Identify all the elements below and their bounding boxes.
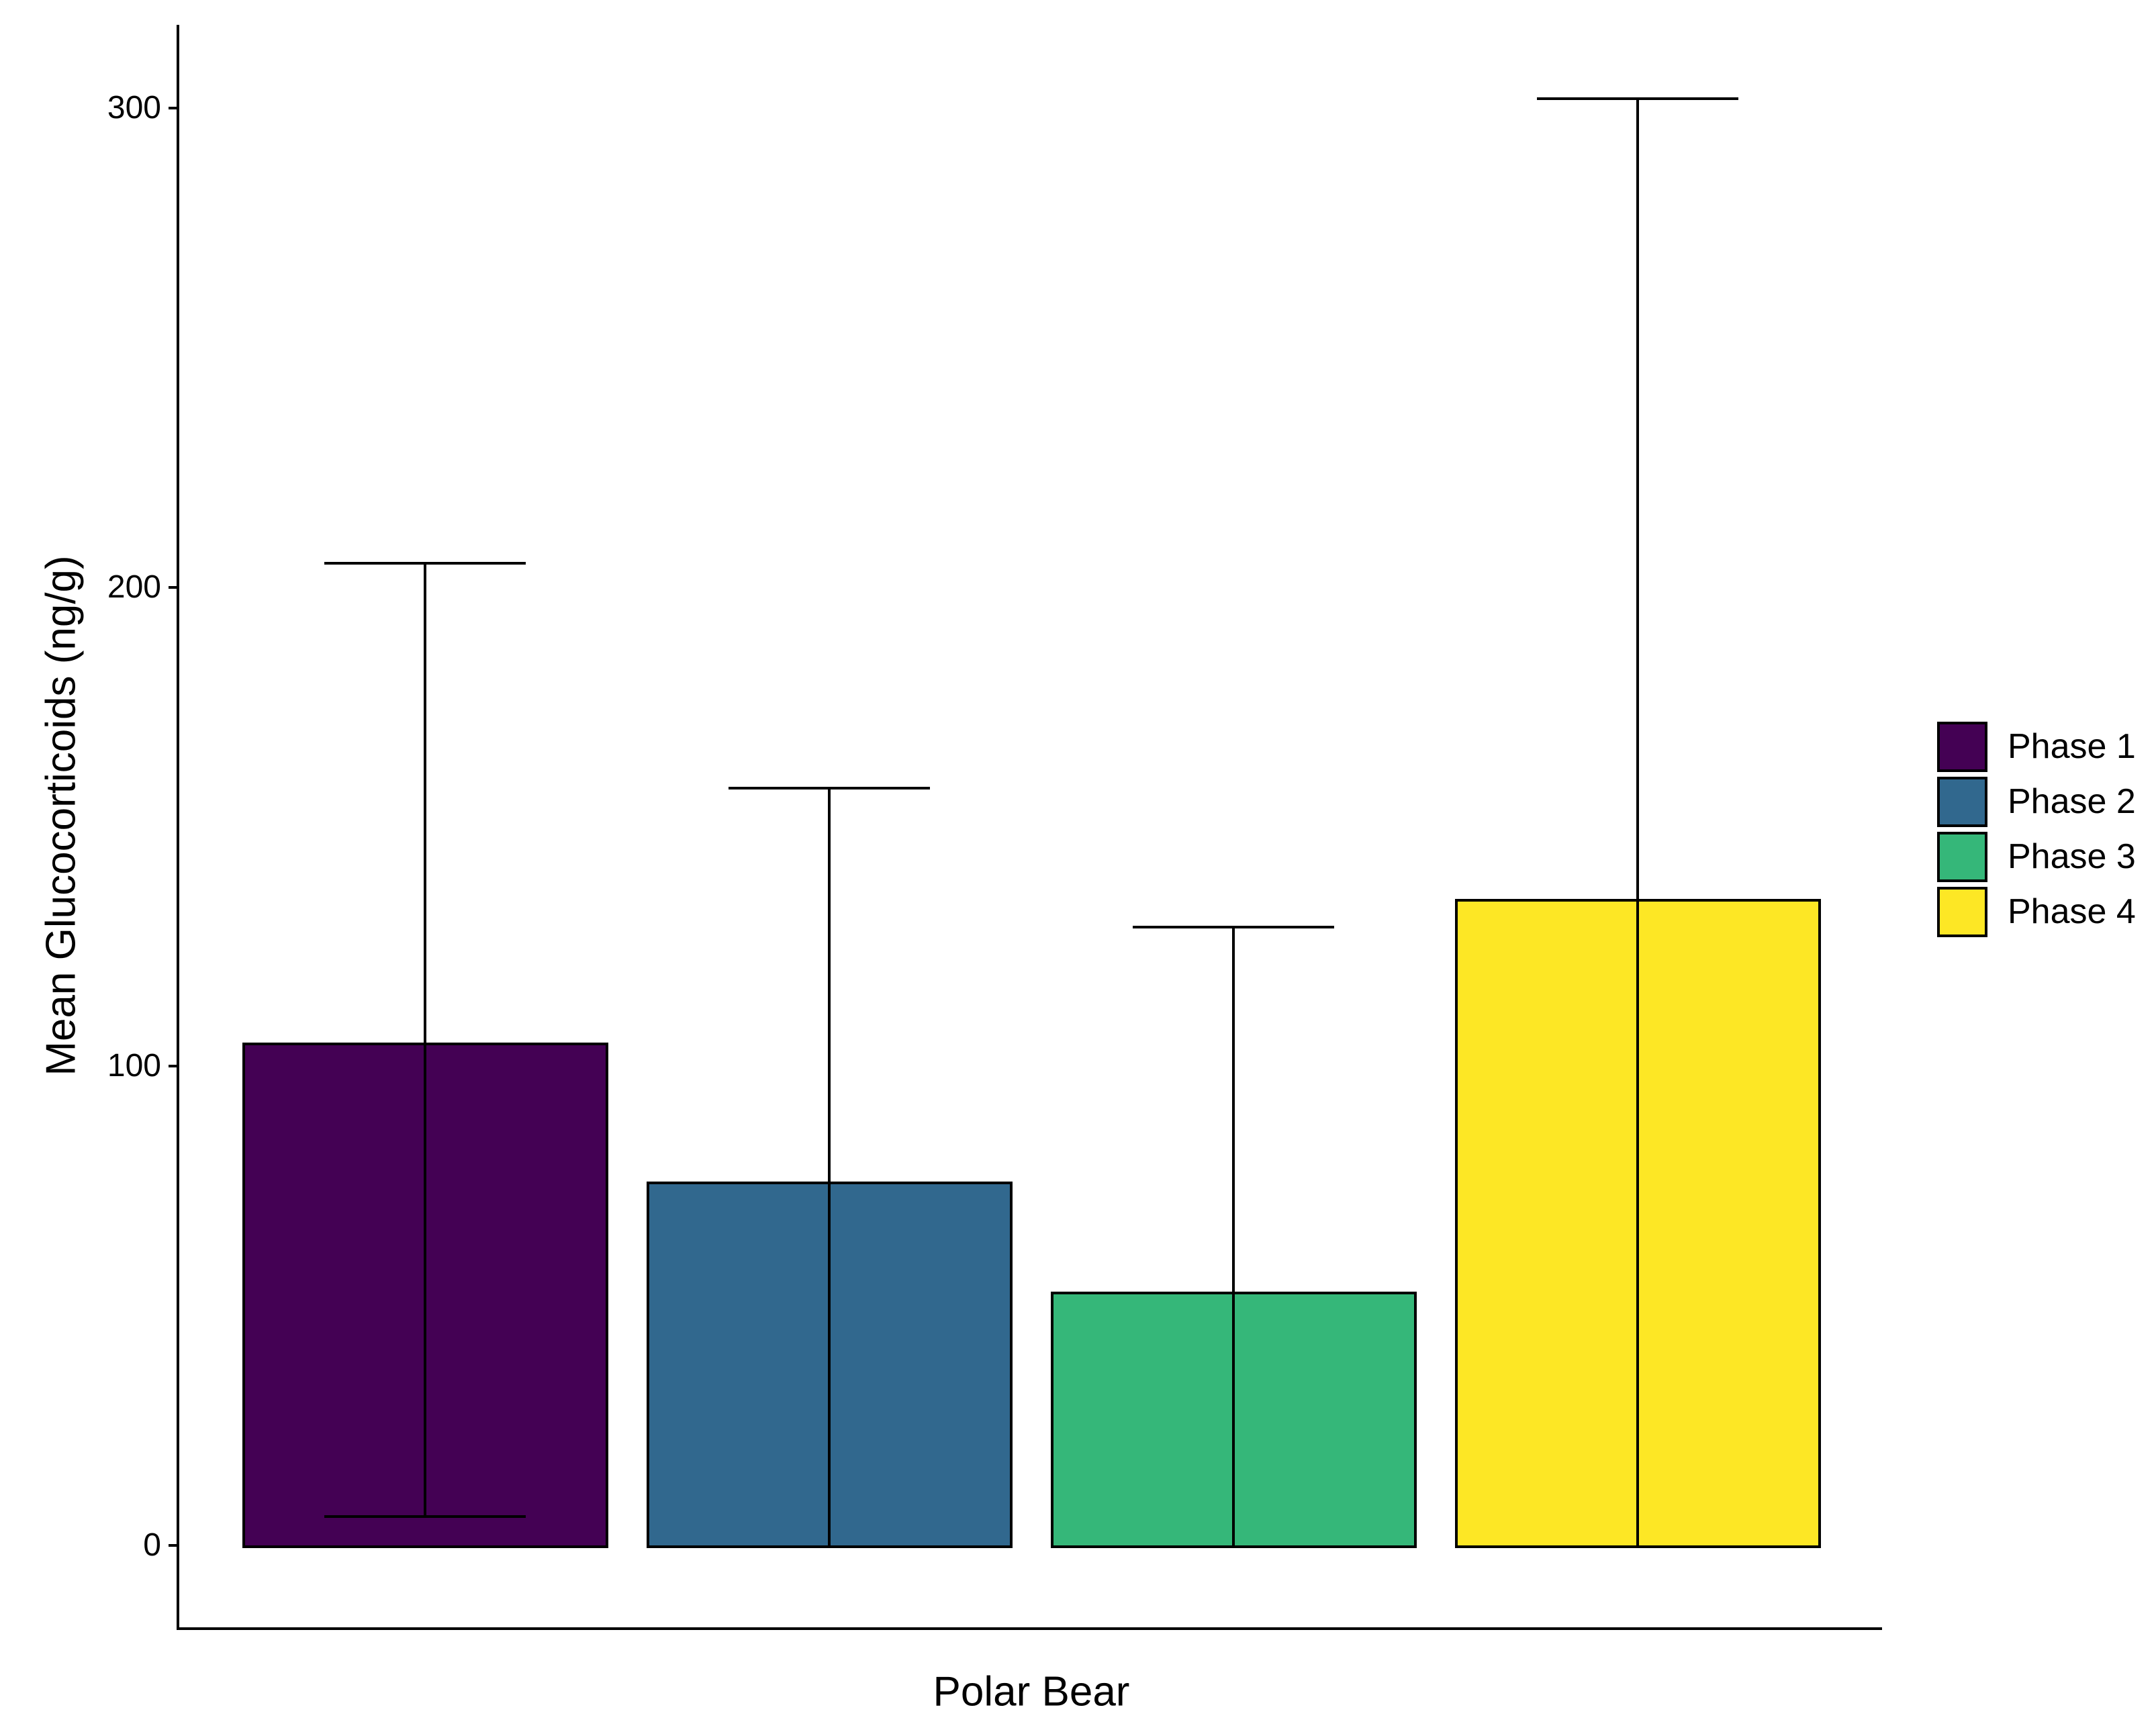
y-axis-line [177, 25, 179, 1630]
x-axis-title: Polar Bear [933, 1668, 1130, 1715]
error-bar-line [1232, 927, 1235, 1545]
y-axis-title: Mean Glucocorticoids (ng/g) [38, 555, 85, 1076]
x-axis-line [177, 1627, 1882, 1630]
legend-label: Phase 1 [2008, 727, 2136, 766]
legend-swatch-phase-3 [1937, 832, 1987, 882]
legend-label: Phase 2 [2008, 782, 2136, 821]
error-bar-upper-cap [729, 787, 930, 790]
legend-swatch-phase-1 [1937, 722, 1987, 772]
error-bar-upper-cap [1537, 97, 1738, 100]
legend-swatch-phase-2 [1937, 777, 1987, 827]
legend-label: Phase 3 [2008, 837, 2136, 876]
y-axis-tick [169, 106, 178, 109]
error-bar-upper-cap [324, 561, 526, 565]
y-axis-tick [169, 1065, 178, 1068]
error-bar-line [424, 563, 426, 1517]
y-tick-label: 300 [107, 89, 161, 126]
y-tick-label: 0 [143, 1527, 161, 1563]
error-bar-lower-cap [324, 1515, 526, 1519]
y-tick-label: 200 [107, 569, 161, 605]
error-bar-line [828, 788, 831, 1545]
y-tick-label: 100 [107, 1048, 161, 1084]
error-bar-line [1636, 98, 1639, 1545]
legend-label: Phase 4 [2008, 892, 2136, 931]
y-axis-tick [169, 585, 178, 589]
error-bar-upper-cap [1133, 926, 1334, 929]
legend-swatch-phase-4 [1937, 887, 1987, 937]
y-axis-tick [169, 1544, 178, 1547]
